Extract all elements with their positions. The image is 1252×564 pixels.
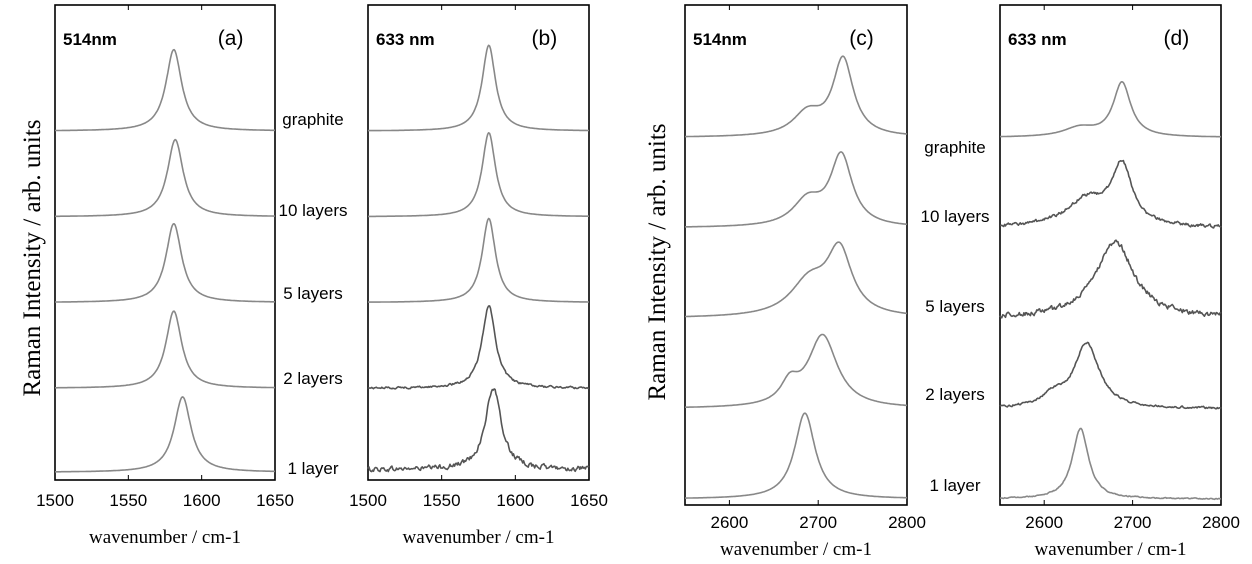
series-line-2-layers [367,305,590,390]
chart-panel-d: 2600 2700 2800 wavenumber / cm-1 633 nm (d) 1 … [921,4,1240,560]
x-tick-label: 2600 [1025,513,1063,532]
chart-panel-c: 2600 2700 2800 wavenumber / cm-1 Raman Inten… [644,4,926,560]
series-line-graphite [367,44,589,132]
x-tick-label: 1600 [496,491,534,510]
x-tick-label: 1550 [109,491,147,510]
series-line-5-layers [368,217,589,303]
series-line-1-layer [1000,427,1222,501]
laser-wavelength-label: 633 nm [376,30,435,49]
series-label: graphite [282,110,343,129]
series-label: 5 layers [283,284,343,303]
series-label: graphite [924,138,985,157]
laser-wavelength-label: 514nm [693,30,747,49]
series-line-graphite [1000,81,1221,138]
series-line-1-layer [685,412,907,499]
x-tick-label: 1550 [423,491,461,510]
series-label: 2 layers [283,369,343,388]
x-tick-label: 2800 [888,513,926,532]
series-label: 10 layers [921,207,990,226]
series-line-10-layers [1000,159,1222,229]
series-line-5-layers [685,241,908,318]
series-label: 10 layers [279,201,348,220]
series-line-graphite [55,48,275,132]
laser-wavelength-label: 633 nm [1008,30,1067,49]
x-tick-label: 2800 [1202,513,1240,532]
series-line-5-layers [999,239,1222,319]
y-axis-label: Raman Intensity / arb. units [644,123,671,400]
plot-frame [367,4,590,481]
y-axis-label: Raman Intensity / arb. units [19,119,46,396]
panel-label: (a) [218,27,244,50]
panel-label: (b) [532,27,558,50]
x-axis-label: wavenumber / cm-1 [89,527,241,548]
x-tick-label: 1650 [570,491,608,510]
series-label: 1 layer [929,476,980,495]
series-line-10-layers [368,132,589,218]
series-line-2-layers [55,310,275,389]
panel-label: (d) [1164,27,1190,50]
x-axis-label: wavenumber / cm-1 [1035,539,1187,560]
series-line-1-layer [367,388,590,473]
x-tick-label: 1650 [256,491,294,510]
series-line-graphite [685,55,908,138]
x-tick-label: 2700 [799,513,837,532]
panel-label: (c) [849,27,874,50]
series-line-1-layer [55,396,276,473]
x-tick-label: 1500 [36,491,74,510]
series-label: 1 layer [287,459,338,478]
laser-wavelength-label: 514nm [63,30,117,49]
x-axis-label: wavenumber / cm-1 [403,527,555,548]
plot-frame [54,4,276,481]
x-axis-label: wavenumber / cm-1 [720,539,872,560]
series-label: 2 layers [925,385,985,404]
series-line-5-layers [55,223,275,303]
x-tick-label: 1600 [183,491,221,510]
x-tick-label: 1500 [349,491,387,510]
x-tick-label: 2700 [1114,513,1152,532]
series-line-10-layers [684,151,908,228]
series-line-2-layers [685,333,908,409]
plot-frame [684,4,908,506]
series-line-10-layers [55,138,275,218]
chart-panel-b: 1500 1550 1600 1650 wavenumber / cm-1 633 nm (… [279,4,608,548]
x-tick-label: 2600 [710,513,748,532]
series-label: 5 layers [925,297,985,316]
plot-frame [999,4,1222,506]
chart-panel-a: 1500 1550 1600 1650 wavenumber / cm-1 Raman I… [19,4,294,548]
series-line-2-layers [999,341,1222,410]
